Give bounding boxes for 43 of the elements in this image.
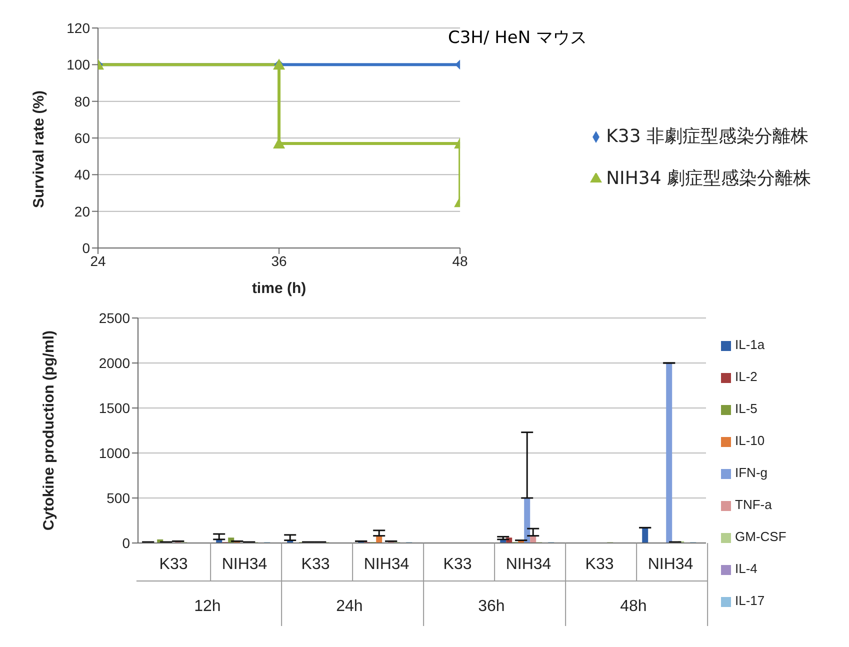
x-tick-label: K33 [301,556,330,573]
text: 24h [336,598,363,615]
legend-label: GM-CSF [735,529,786,544]
y-axis-title: Cytokine production (pg/ml) [40,330,58,530]
legend-label: K33 非劇症型感染分離株 [606,126,808,147]
text: C3H/ HeN マウス [448,27,587,49]
y-axis-title: Survival rate (%) [30,90,48,208]
x-tick-label: NIH34 [506,556,552,573]
legend-label: IL-2 [735,369,758,384]
y-tick-label: 2000 [98,354,130,371]
y-tick-label: 1500 [98,400,130,416]
text: 48h [620,598,647,615]
y-tick-label: 20 [74,203,90,220]
x-tick-label: NIH34 [222,556,268,573]
x-tick-label: K33 [585,556,614,573]
y-tick-label: 80 [74,93,90,110]
legend-label: IL-4 [735,561,758,576]
legend-label: IL-17 [735,593,765,608]
x-tick-label: K33 [443,556,472,573]
legend-label: IFN-g [735,465,768,480]
y-tick-label: 1000 [98,444,130,461]
y-tick-label: 40 [74,166,90,183]
y-tick-label: 120 [66,20,90,36]
x-tick-label: 36 [271,252,288,269]
x-axis-title: time (h) [252,280,306,297]
x-tick-label: NIH34 [364,556,410,573]
legend-label: IL-1a [735,337,765,352]
x-tick-label: 48 [452,252,468,269]
legend-label: TNF-a [735,497,772,512]
y-tick-label: 100 [66,56,90,73]
y-tick-label: 60 [74,130,90,146]
x-tick-label: NIH34 [648,556,694,573]
text: 36h [478,598,505,615]
text: 12h [194,598,221,615]
y-tick-label: 0 [82,240,90,256]
x-tick-label: 24 [90,252,106,269]
legend-label: IL-5 [735,401,758,416]
x-tick-label: K33 [159,556,188,573]
y-tick-label: 500 [106,490,130,506]
y-tick-label: 0 [122,534,130,551]
legend-label: NIH34 劇症型感染分離株 [606,168,811,189]
legend-label: IL-10 [735,433,765,448]
y-tick-label: 2500 [98,310,130,326]
